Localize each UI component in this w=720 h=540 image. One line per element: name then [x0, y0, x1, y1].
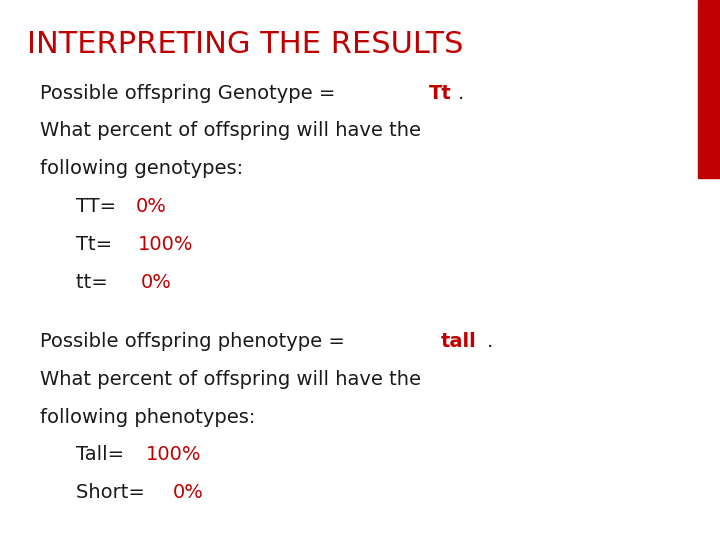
Text: INTERPRETING THE RESULTS: INTERPRETING THE RESULTS — [27, 30, 464, 59]
Text: 100%: 100% — [145, 446, 202, 464]
Text: Tall=: Tall= — [76, 446, 130, 464]
Text: .: . — [487, 332, 493, 351]
Text: tall: tall — [441, 332, 477, 351]
Text: 0%: 0% — [173, 483, 204, 502]
Text: tt=: tt= — [76, 273, 126, 292]
Text: Tt: Tt — [429, 84, 451, 103]
Text: Short=: Short= — [76, 483, 150, 502]
Text: Possible offspring Genotype =: Possible offspring Genotype = — [40, 84, 341, 103]
Text: following genotypes:: following genotypes: — [40, 159, 243, 178]
Text: following phenotypes:: following phenotypes: — [40, 408, 255, 427]
Text: 0%: 0% — [135, 197, 166, 216]
Text: 0%: 0% — [141, 273, 171, 292]
Text: .: . — [458, 84, 464, 103]
Text: What percent of offspring will have the: What percent of offspring will have the — [40, 370, 420, 389]
Bar — [698, 0, 720, 178]
Text: What percent of offspring will have the: What percent of offspring will have the — [40, 122, 420, 140]
Text: TT=: TT= — [76, 197, 122, 216]
Text: 100%: 100% — [138, 235, 194, 254]
Text: Tt=: Tt= — [76, 235, 125, 254]
Text: Possible offspring phenotype =: Possible offspring phenotype = — [40, 332, 351, 351]
